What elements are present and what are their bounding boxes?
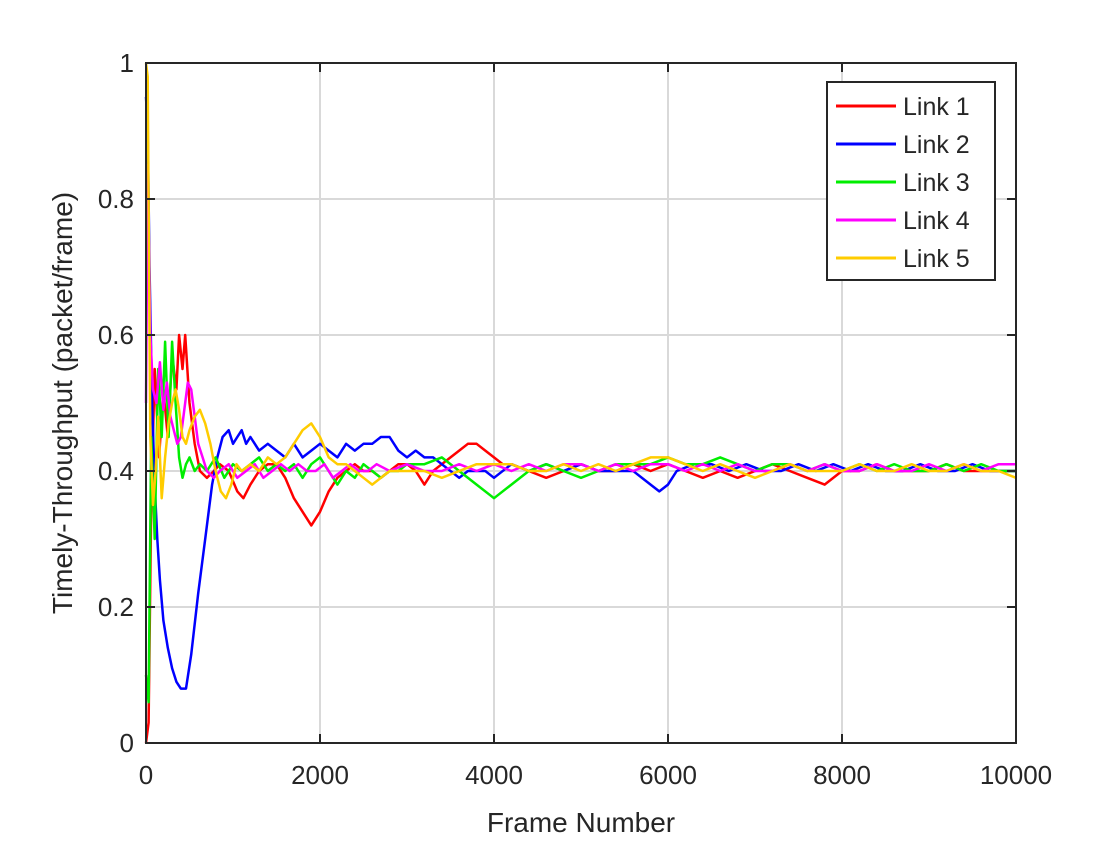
series-lines [144, 62, 1017, 744]
plot-frame [145, 62, 1017, 744]
series-line-link-5 [144, 62, 1017, 507]
y-tick-label: 1 [120, 48, 134, 78]
legend-label-link-1: Link 1 [903, 93, 970, 121]
legend-label-link-5: Link 5 [903, 245, 970, 273]
x-tick-label: 8000 [813, 760, 871, 790]
legend-label-link-3: Link 3 [903, 169, 970, 197]
series-line-link-2 [144, 96, 1016, 690]
x-tick-label: 10000 [980, 760, 1052, 790]
y-tick-label: 0.4 [98, 456, 134, 486]
y-axis-label: Timely-Throughput (packet/frame) [47, 192, 78, 614]
x-tick-label: 4000 [465, 760, 523, 790]
x-tick-label: 6000 [639, 760, 697, 790]
x-tick-label: 0 [139, 760, 153, 790]
tick-labels: 0 2000 4000 6000 8000 10000 0 0.2 0.4 0.6 0.8 1 [98, 48, 1052, 790]
legend: Link 1 Link 2 Link 3 Link 4 Link 5 [826, 81, 996, 281]
x-tick-label: 2000 [291, 760, 349, 790]
y-tick-label: 0.8 [98, 184, 134, 214]
y-tick-label: 0.6 [98, 320, 134, 350]
legend-label-link-4: Link 4 [903, 207, 970, 235]
legend-label-link-2: Link 2 [903, 131, 970, 159]
y-tick-label: 0 [120, 728, 134, 758]
y-tick-label: 0.2 [98, 592, 134, 622]
x-axis-label: Frame Number [487, 807, 675, 838]
